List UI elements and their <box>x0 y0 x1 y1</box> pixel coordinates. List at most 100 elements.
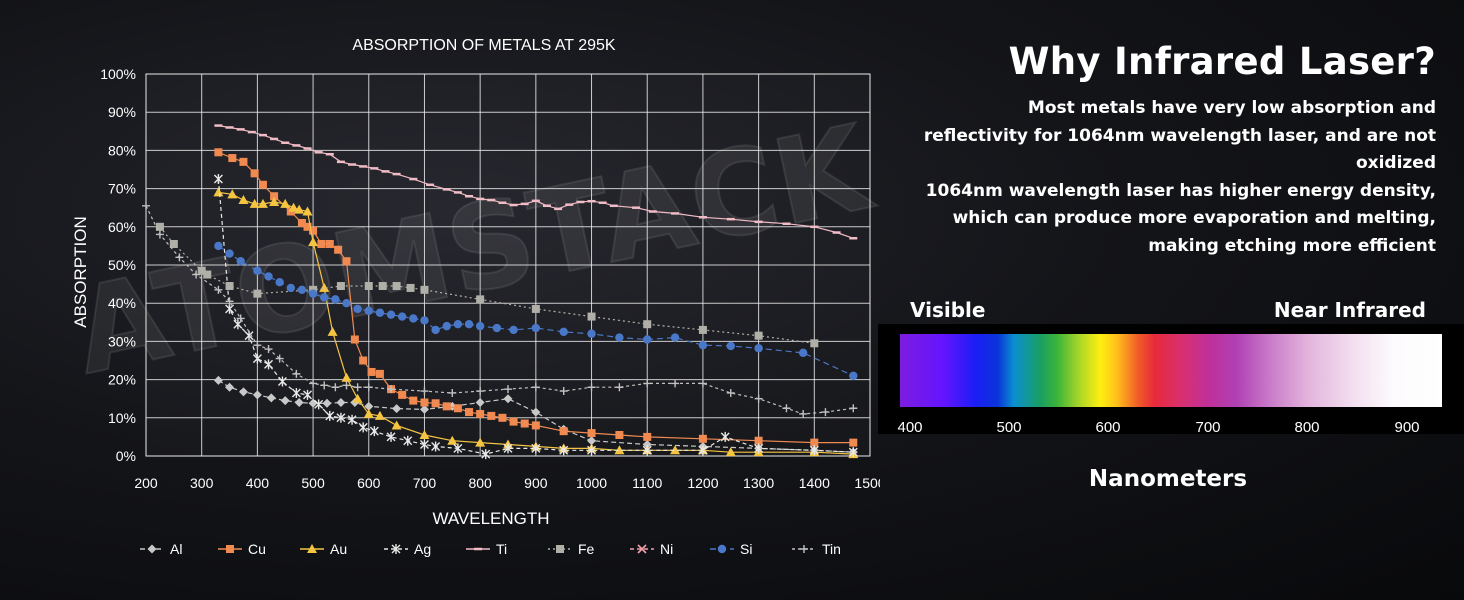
point-au <box>475 437 486 447</box>
series-fe <box>155 222 819 348</box>
description-line: 1064nm wavelength laser has higher energ… <box>925 180 1436 201</box>
point-al <box>475 398 485 408</box>
nm-tick: 800 <box>1294 419 1320 436</box>
point-fe <box>378 282 387 291</box>
x-axis-label: WAVELENGTH <box>432 509 549 528</box>
point-si <box>849 371 858 380</box>
point-si <box>286 283 295 293</box>
point-au <box>269 196 280 206</box>
point-al <box>642 440 652 450</box>
point-si <box>320 293 329 302</box>
point-tin <box>320 381 329 390</box>
point-tin <box>671 379 680 388</box>
point-cu <box>509 417 518 426</box>
point-tin <box>387 385 396 394</box>
point-si <box>798 348 808 358</box>
point-fe <box>531 304 540 313</box>
point-tin <box>364 383 373 392</box>
point-cu <box>239 157 248 166</box>
point-cu <box>453 404 462 413</box>
point-tin <box>754 394 763 403</box>
legend-marker-tin <box>800 545 808 553</box>
point-si <box>397 312 407 321</box>
point-si <box>264 272 273 281</box>
point-au <box>352 393 363 403</box>
point-tin <box>782 404 791 413</box>
point-cu <box>754 436 763 445</box>
point-cu <box>342 257 351 266</box>
point-tin <box>643 379 652 388</box>
point-si <box>559 327 568 337</box>
series-lines <box>142 124 859 460</box>
point-ag <box>336 412 346 423</box>
legend-label-ag: Ag <box>414 541 431 557</box>
x-tick-label: 1000 <box>576 475 607 491</box>
point-fe <box>392 282 401 291</box>
point-fe <box>155 222 164 231</box>
description-line: oxidized <box>1355 153 1436 173</box>
point-fe <box>587 312 596 321</box>
point-au <box>341 372 352 382</box>
point-si <box>615 333 624 342</box>
point-ag <box>252 353 262 364</box>
point-tin <box>253 341 262 350</box>
point-au <box>319 282 330 292</box>
point-cu <box>487 411 496 420</box>
series-ag <box>213 174 858 460</box>
point-al <box>266 393 276 403</box>
point-si <box>253 266 262 275</box>
point-al <box>294 398 304 408</box>
point-si <box>331 295 340 304</box>
tick-labels: 200 300 400 500 600 700 800 900 1000 1100 1200 1300… <box>100 66 880 491</box>
point-fe <box>253 289 262 298</box>
x-tick-label: 1100 <box>632 475 662 491</box>
y-tick-label: 80% <box>108 142 136 158</box>
point-si <box>342 299 351 308</box>
point-tin <box>531 383 540 392</box>
point-cu <box>498 413 507 422</box>
point-al <box>280 396 290 406</box>
point-cu <box>367 367 376 376</box>
point-tin <box>142 201 150 210</box>
description-line: making etching more efficient <box>1148 235 1436 256</box>
point-ag <box>325 410 335 421</box>
series-si <box>214 241 858 380</box>
legend-label-cu: Cu <box>248 541 266 557</box>
x-tick-label: 200 <box>134 475 158 491</box>
point-fe <box>406 283 415 292</box>
grid <box>145 73 871 457</box>
y-tick-label: 10% <box>108 410 136 426</box>
point-al <box>392 404 402 414</box>
y-tick-label: 50% <box>108 257 136 273</box>
point-au <box>447 435 458 445</box>
point-si <box>587 329 596 338</box>
point-ag <box>347 414 357 425</box>
point-ag <box>809 445 819 456</box>
nm-tick: 400 <box>897 419 923 436</box>
point-ag <box>244 330 254 341</box>
point-tin <box>214 285 223 294</box>
x-tick-label: 1200 <box>687 475 718 491</box>
nm-tick: 900 <box>1394 419 1420 436</box>
point-tin <box>192 270 201 279</box>
point-cu <box>698 434 707 443</box>
point-si <box>214 241 223 251</box>
point-cu <box>325 239 334 248</box>
point-ag <box>848 447 858 458</box>
point-si <box>726 341 735 351</box>
chart-title: ABSORPTION OF METALS AT 295K <box>352 37 616 54</box>
point-ag <box>531 443 541 454</box>
point-cu <box>849 438 858 447</box>
point-au <box>257 198 268 208</box>
description-line: which can produce more evaporation and m… <box>952 208 1436 228</box>
point-si <box>236 256 245 266</box>
point-ag <box>720 431 730 442</box>
point-tin <box>342 381 351 390</box>
point-au <box>238 195 249 205</box>
point-au <box>725 447 736 457</box>
spectrum-bar <box>900 334 1442 407</box>
point-cu <box>643 432 652 441</box>
point-cu <box>531 421 540 430</box>
point-si <box>225 249 234 258</box>
